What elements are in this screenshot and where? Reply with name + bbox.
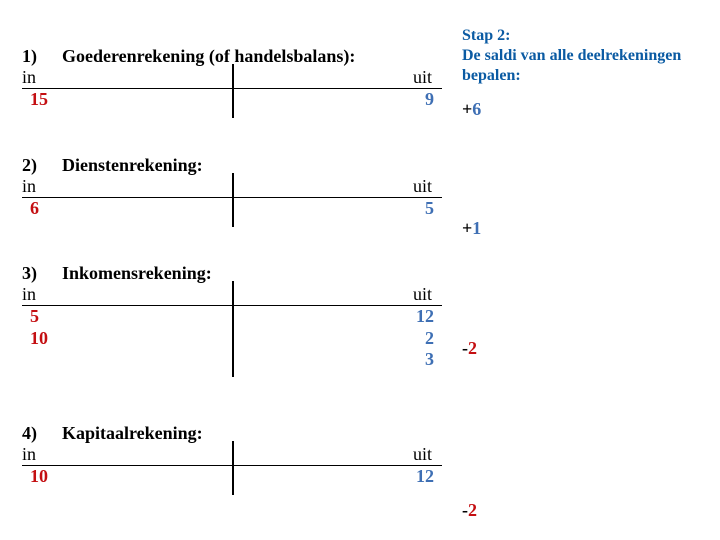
t-account-vline bbox=[232, 64, 234, 118]
account-number: 4) bbox=[22, 423, 62, 444]
in-value: 10 bbox=[30, 466, 224, 488]
t-account: 5101223 bbox=[22, 305, 442, 375]
in-column: 510 bbox=[22, 305, 232, 375]
account-title-row: 2)Dienstenrekening: bbox=[22, 155, 462, 176]
uit-value: 3 bbox=[240, 349, 434, 371]
in-column: 10 bbox=[22, 465, 232, 492]
uit-value: 5 bbox=[240, 198, 434, 220]
account-title: Kapitaalrekening: bbox=[62, 423, 203, 444]
saldo-number: 2 bbox=[468, 500, 477, 520]
saldo-number: 2 bbox=[468, 338, 477, 358]
saldo-value: +1 bbox=[462, 218, 481, 239]
in-label: in bbox=[22, 284, 242, 305]
saldo-number: 1 bbox=[472, 218, 481, 238]
uit-value: 2 bbox=[240, 328, 434, 350]
uit-column: 5 bbox=[232, 197, 442, 224]
uit-column: 9 bbox=[232, 88, 442, 115]
in-column: 15 bbox=[22, 88, 232, 115]
uit-label: uit bbox=[242, 67, 442, 88]
uit-value: 9 bbox=[240, 89, 434, 111]
in-label: in bbox=[22, 67, 242, 88]
account-number: 1) bbox=[22, 46, 62, 67]
account-block: 4)Kapitaalrekening:inuit1012 bbox=[22, 423, 462, 522]
uit-column: 1223 bbox=[232, 305, 442, 375]
account-number: 2) bbox=[22, 155, 62, 176]
account-number: 3) bbox=[22, 263, 62, 284]
account-title: Inkomensrekening: bbox=[62, 263, 212, 284]
saldo-value: +6 bbox=[462, 99, 481, 120]
saldo-number: 6 bbox=[472, 99, 481, 119]
in-label: in bbox=[22, 176, 242, 197]
step-heading: Stap 2: De saldi van alle deelrekeningen… bbox=[462, 26, 702, 86]
uit-value: 12 bbox=[240, 466, 434, 488]
saldo-value: -2 bbox=[462, 500, 477, 521]
t-account: 10 12 bbox=[22, 465, 442, 492]
account-block: 3)Inkomensrekening:inuit5101223 bbox=[22, 263, 462, 413]
step-line1: Stap 2: bbox=[462, 26, 702, 46]
in-uit-labels: inuit bbox=[22, 444, 462, 465]
t-account-vline bbox=[232, 281, 234, 377]
saldo-sign: + bbox=[462, 99, 472, 119]
uit-value: 12 bbox=[240, 306, 434, 328]
in-value: 6 bbox=[30, 198, 224, 220]
t-account-vline bbox=[232, 173, 234, 227]
in-uit-labels: inuit bbox=[22, 67, 462, 88]
in-value: 15 bbox=[30, 89, 224, 111]
account-title-row: 4)Kapitaalrekening: bbox=[22, 423, 462, 444]
in-label: in bbox=[22, 444, 242, 465]
account-block: 1)Goederenrekening (of handelsbalans):in… bbox=[22, 46, 462, 145]
in-uit-labels: inuit bbox=[22, 284, 462, 305]
saldo-sign: + bbox=[462, 218, 472, 238]
account-title-row: 1)Goederenrekening (of handelsbalans): bbox=[22, 46, 462, 67]
uit-label: uit bbox=[242, 176, 442, 197]
uit-label: uit bbox=[242, 444, 442, 465]
account-title: Goederenrekening (of handelsbalans): bbox=[62, 46, 355, 67]
t-account: 65 bbox=[22, 197, 442, 224]
in-uit-labels: inuit bbox=[22, 176, 462, 197]
t-account: 15 9 bbox=[22, 88, 442, 115]
in-column: 6 bbox=[22, 197, 232, 224]
t-account-vline bbox=[232, 441, 234, 495]
saldo-value: -2 bbox=[462, 338, 477, 359]
accounts-container: 1)Goederenrekening (of handelsbalans):in… bbox=[22, 46, 462, 532]
step-line2: De saldi van alle deelrekeningen bepalen… bbox=[462, 46, 702, 86]
in-value: 10 bbox=[30, 328, 224, 350]
uit-label: uit bbox=[242, 284, 442, 305]
account-block: 2)Dienstenrekening:inuit65 bbox=[22, 155, 462, 254]
uit-column: 12 bbox=[232, 465, 442, 492]
account-title: Dienstenrekening: bbox=[62, 155, 203, 176]
in-value: 5 bbox=[30, 306, 224, 328]
account-title-row: 3)Inkomensrekening: bbox=[22, 263, 462, 284]
